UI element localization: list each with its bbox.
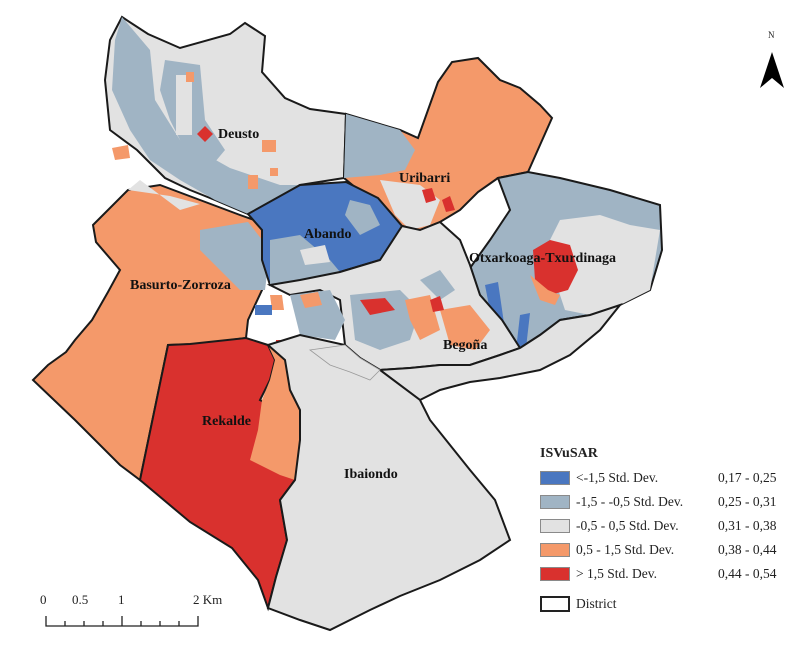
legend: ISVuSAR <-1,5 Std. Dev. 0,17 - 0,25 -1,5… bbox=[540, 446, 800, 616]
legend-item: 0,5 - 1,5 Std. Dev. 0,38 - 0,44 bbox=[540, 538, 800, 562]
label-otxarkoaga-txurdinaga: Otxarkoaga-Txurdinaga bbox=[469, 251, 616, 266]
scale-ruler bbox=[45, 616, 199, 627]
legend-item: <-1,5 Std. Dev. 0,17 - 0,25 bbox=[540, 466, 800, 490]
north-arrow-icon bbox=[760, 52, 784, 88]
district-begona bbox=[377, 302, 623, 402]
swatch-high bbox=[540, 543, 570, 557]
swatch-very-high bbox=[540, 567, 570, 581]
swatch-medium bbox=[540, 519, 570, 533]
label-deusto: Deusto bbox=[218, 127, 259, 142]
swatch-district-outline bbox=[540, 596, 570, 612]
label-rekalde: Rekalde bbox=[202, 414, 251, 429]
legend-item: -1,5 - -0,5 Std. Dev. 0,25 - 0,31 bbox=[540, 490, 800, 514]
scale-label-2km: 2 Km bbox=[193, 592, 223, 607]
legend-item: -0,5 - 0,5 Std. Dev. 0,31 - 0,38 bbox=[540, 514, 800, 538]
scale-label-0: 0 bbox=[40, 592, 47, 607]
label-abando: Abando bbox=[304, 227, 351, 242]
label-basurto-zorroza: Basurto-Zorroza bbox=[130, 278, 231, 293]
label-uribarri: Uribarri bbox=[399, 171, 450, 186]
swatch-low bbox=[540, 495, 570, 509]
district-ibaiondo bbox=[266, 333, 512, 632]
scale-label-1: 1 bbox=[118, 592, 125, 607]
scale-label-0-5: 0.5 bbox=[72, 592, 89, 607]
legend-title: ISVuSAR bbox=[540, 446, 598, 461]
label-begona: Begoña bbox=[443, 338, 487, 353]
legend-item-district: District bbox=[540, 592, 800, 616]
swatch-very-low bbox=[540, 471, 570, 485]
north-label: N bbox=[768, 30, 775, 40]
label-ibaiondo: Ibaiondo bbox=[344, 467, 398, 482]
legend-item: > 1,5 Std. Dev. 0,44 - 0,54 bbox=[540, 562, 800, 586]
scale-bar: 0 0.5 1 2 Km bbox=[40, 592, 260, 632]
